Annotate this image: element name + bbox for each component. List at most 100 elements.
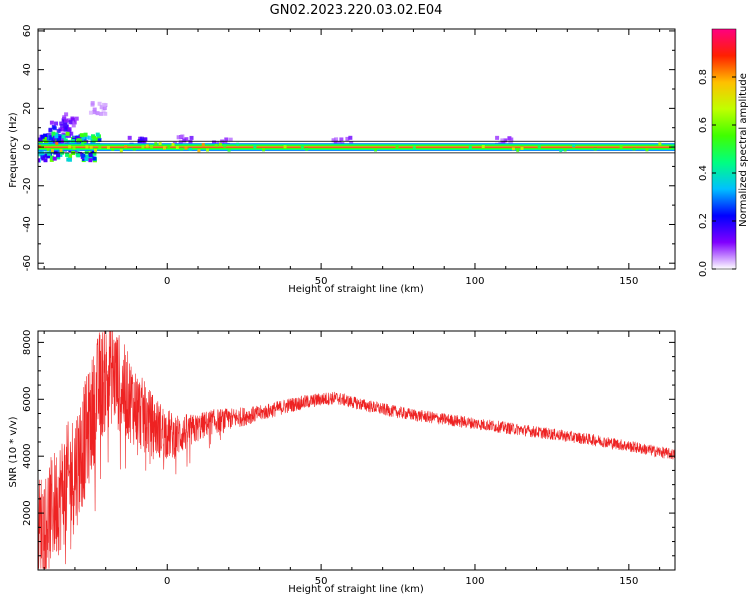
spectrogram-cell [99, 105, 104, 110]
spectrogram-cell [206, 148, 210, 152]
x-tick-label: 0 [164, 576, 170, 587]
spectrogram-cell [63, 127, 68, 132]
spectrogram-cell [283, 145, 287, 149]
spectrogram-cell [60, 127, 65, 132]
spectrogram-cell [345, 136, 350, 141]
spectrogram-cell [43, 133, 48, 138]
y-tick-label: 6000 [22, 387, 33, 412]
y-tick-label: 2000 [22, 500, 33, 525]
snr-ticks: 0 50 100 150 2000 4000 6000 8000 [22, 330, 675, 587]
spectrogram-cell [214, 143, 218, 147]
spectrogram-cell [67, 133, 72, 138]
spectrogram-cell [63, 118, 68, 123]
spectrogram-cell [88, 153, 93, 158]
spectrogram-ticks: 0 50 100 150 -60 -40 -20 0 20 40 60 [22, 25, 675, 287]
colorbar-tick-label: 0.4 [698, 165, 709, 181]
spectrogram-cell [38, 140, 43, 145]
spectrogram-cell [81, 135, 86, 140]
spectrogram-cell [90, 102, 95, 107]
spectrogram-x-label: Height of straight line (km) [288, 284, 424, 295]
spectrogram-band-halo [38, 140, 675, 154]
spectrogram-cell [71, 123, 76, 128]
spectrogram-cell [262, 148, 266, 152]
spectrogram-cell [46, 151, 51, 156]
y-tick-label: 20 [22, 102, 33, 115]
spectrogram-cell [62, 115, 67, 120]
spectrogram-cell [119, 149, 123, 153]
spectrogram-cell [49, 120, 54, 125]
spectrogram-cell [49, 135, 54, 140]
spectrogram-cell [92, 151, 97, 156]
spectrogram-cell [395, 144, 399, 148]
spectrogram-cell [503, 138, 508, 143]
spectrogram-cell [201, 143, 205, 147]
spectrogram-cell [56, 153, 61, 158]
spectrogram-cell [38, 137, 43, 142]
figure-title: GN02.2023.220.03.02.E04 [270, 3, 443, 18]
spectrogram-cell [55, 141, 59, 145]
spectrogram-cell [253, 145, 257, 149]
spectrogram-cell [106, 146, 110, 150]
spectrogram-cell [300, 145, 304, 149]
spectrogram-cell [58, 152, 63, 157]
spectrogram-cell [38, 150, 41, 155]
spectrogram-cell [43, 153, 48, 158]
spectrogram-cell [124, 145, 128, 149]
spectrogram-frame [37, 28, 676, 270]
spectrogram-cell [67, 129, 72, 134]
spectrogram-cell [44, 140, 49, 145]
colorbar-tick-label: 0.6 [698, 117, 709, 133]
spectrogram-cell [495, 135, 500, 140]
spectrogram-cell [56, 155, 61, 160]
colorbar-scale [711, 28, 737, 270]
spectrogram-cell [619, 145, 623, 149]
spectrogram-cell [141, 145, 145, 149]
spectrogram-cell [127, 135, 132, 140]
spectrogram-cell [111, 147, 115, 151]
spectrogram-cell [334, 137, 339, 142]
spectrogram-cell [333, 140, 338, 145]
spectrogram-cell [184, 137, 189, 142]
spectrogram-cell [40, 134, 45, 139]
spectrogram-cell [511, 147, 515, 151]
spectrogram-cell [63, 122, 68, 127]
spectrogram-cell [189, 135, 194, 140]
y-tick-label: 8000 [22, 330, 33, 355]
spectrogram-cell [76, 138, 81, 143]
spectrogram-cell [197, 149, 201, 153]
spectrogram-cell [89, 145, 93, 149]
spectrogram-cell [50, 149, 54, 153]
spectrogram-cell [102, 106, 107, 111]
spectrogram-cell [97, 137, 102, 142]
y-tick-label: -40 [22, 216, 33, 232]
spectrogram-cell [176, 135, 181, 140]
spectrogram-cell [468, 146, 472, 150]
spectrogram-cell [51, 137, 56, 142]
spectrogram-cell [516, 148, 520, 152]
spectrogram-cell [658, 142, 662, 146]
spectrogram-cell [74, 116, 79, 121]
spectrogram-cell [88, 110, 93, 115]
snr-panel: 0 50 100 150 2000 4000 6000 8000 Height of stra… [8, 330, 676, 595]
spectrogram-cell [70, 116, 75, 121]
spectrogram-cell [162, 146, 166, 150]
spectrogram-cell [331, 138, 336, 143]
spectrogram-cell [59, 148, 63, 152]
spectrogram-cell [85, 135, 90, 140]
spectrogram-cell [72, 120, 77, 125]
spectrogram-cell [38, 144, 41, 148]
spectrogram-cell [154, 142, 158, 146]
spectrogram-cell [55, 149, 60, 154]
spectrogram-cell [188, 147, 192, 151]
spectrogram-cell [180, 134, 185, 139]
spectrogram-cell [175, 146, 179, 150]
spectrogram-cell [54, 134, 59, 139]
spectrogram-cell [236, 142, 240, 146]
spectrogram-cell [82, 140, 87, 145]
spectrogram-cell [50, 155, 55, 160]
spectrogram-cell [182, 138, 187, 143]
spectrogram-cell [79, 133, 84, 138]
spectrogram-cell [52, 156, 57, 161]
spectrogram-cell [92, 107, 97, 112]
